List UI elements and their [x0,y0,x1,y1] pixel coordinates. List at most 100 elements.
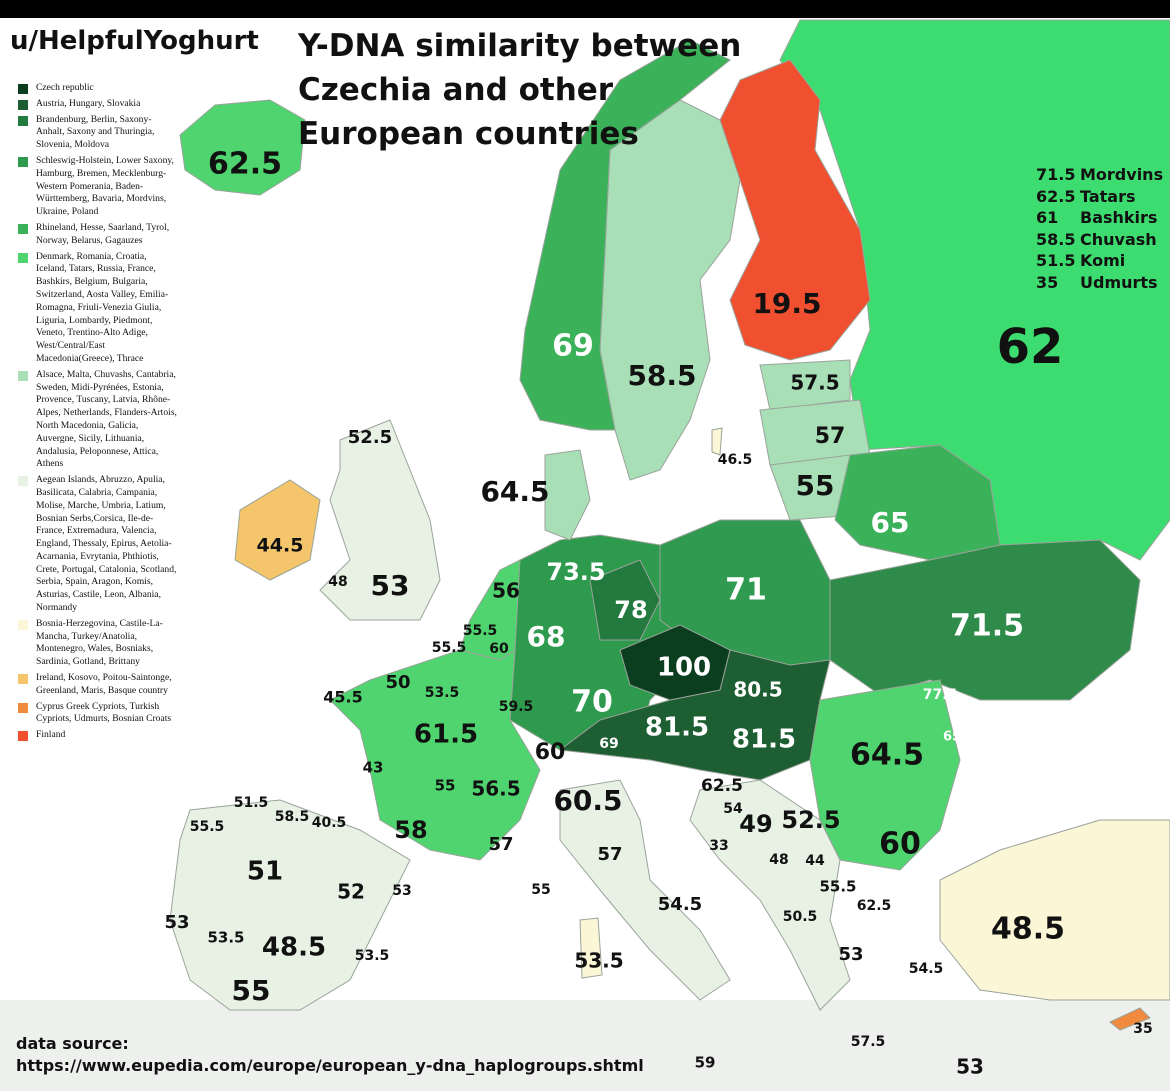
region-value: 58.5 [275,809,310,825]
top-bar [0,0,1170,18]
legend-item: Aegean Islands, Abruzzo, Apulia, Basilic… [18,474,178,615]
gotland [711,427,723,456]
region-value: 59 [695,1054,716,1072]
region-value: 60 [879,827,921,862]
legend-label: Denmark, Romania, Croatia, Iceland, Tata… [36,250,169,364]
region-value: 65 [943,730,961,745]
legend-label: Aegean Islands, Abruzzo, Apulia, Basilic… [36,474,177,614]
region-value: 49 [739,810,772,838]
source-label: data source: [16,1034,129,1053]
region-value: 53.5 [355,948,390,964]
legend-swatch [18,476,28,487]
legend-label: Rhineland, Hesse, Saarland, Tyrol, Norwa… [36,221,170,246]
region-value: 57 [488,834,513,855]
legend-label: Brandenburg, Berlin, Saxony-Anhalt, Saxo… [36,113,155,151]
region-value: 81.5 [645,713,709,743]
region-value: 55 [232,974,271,1007]
legend-swatch [18,370,28,381]
britain [319,419,441,621]
region-value: 53 [371,569,410,602]
inset-name: Tatars [1080,186,1136,206]
author: u/HelpfulYoghurt [10,26,259,56]
region-value: 44 [805,853,825,869]
region-value: 64.5 [850,738,924,773]
region-value: 51.5 [234,795,269,811]
region-value: 48 [769,852,788,868]
source: data source: https://www.eupedia.com/eur… [16,1033,644,1077]
region-value: 56.5 [471,777,520,801]
region-value: 48 [328,574,347,590]
denmark [544,449,591,541]
region-value: 45.5 [323,688,362,707]
legend-label: Czech republic [36,82,94,93]
ukraine [829,539,1141,701]
estonia [759,359,851,411]
region-value: 54 [723,801,743,817]
region-value: 62.5 [857,898,892,914]
region-value: 80.5 [733,678,782,702]
legend-swatch [18,99,28,110]
saxony [589,559,661,641]
region-value: 43 [363,759,384,777]
region-value: 57 [597,844,622,865]
legend-item: Denmark, Romania, Croatia, Iceland, Tata… [18,251,178,366]
inset-value: 71.5 [1036,165,1076,184]
legend-item: Ireland, Kosovo, Poitou-Saintonge, Green… [18,672,178,698]
ireland [234,479,321,581]
inset-name: Mordvins [1080,165,1164,184]
region-value: 64.5 [480,475,549,508]
legend-item: Czech republic [18,82,178,95]
france [329,649,541,861]
legend-swatch [18,674,28,685]
inset-row: 61 Bashkirs [1036,208,1163,230]
region-value: 62.5 [701,776,743,796]
iberia [169,799,411,1011]
legend-label: Ireland, Kosovo, Poitou-Saintonge, Green… [36,672,172,696]
region-value: 48.5 [262,933,326,963]
legend-swatch [18,619,28,630]
region-value: 55 [531,882,550,898]
region-value: 57.5 [851,1034,886,1050]
region-value: 55.5 [819,878,856,896]
region-value: 78 [665,765,690,786]
region-value: 54.5 [909,961,944,977]
region-value: 65 [871,506,910,539]
legend-item: Rhineland, Hesse, Saarland, Tyrol, Norwa… [18,222,178,248]
inset-name: Komi [1080,251,1126,271]
legend-item: Austria, Hungary, Slovakia [18,98,178,111]
legend-swatch [18,156,28,167]
region-value: 68 [527,620,566,653]
legend-label: Cyprus Greek Cypriots, Turkish Cypriots,… [36,700,172,725]
region-value: 46.5 [718,452,753,468]
inset-name: Bashkirs [1080,208,1158,228]
region-value: 19.5 [752,287,821,320]
legend-label: Alsace, Malta, Chuvashs, Cantabria, Swed… [36,368,177,470]
region-value: 55.5 [432,640,467,656]
region-value: 59.5 [499,699,534,715]
inset-value: 58.5 [1036,229,1076,249]
legend-swatch [18,702,28,713]
region-value: 77.5 [923,687,958,703]
region-value: 55.5 [463,623,498,639]
balkans [689,779,851,1011]
region-value: 69 [552,329,594,364]
region-value: 51 [247,857,283,887]
region-value: 71.5 [950,609,1024,644]
inset-row: 51.5 Komi [1036,251,1163,273]
region-value: 55 [435,777,456,795]
region-value: 35 [1133,1021,1152,1037]
region-value: 40.5 [312,815,347,831]
region-value: 55.5 [190,819,225,835]
inset-list: 71.5 Mordvins 62.5 Tatars 61 Bashkirs 58.5 Chuv… [1036,165,1163,295]
source-url: https://www.eupedia.com/europe/european_… [16,1056,644,1075]
region-value: 81.5 [732,725,796,755]
legend-label: Schleswig-Holstein, Lower Saxony, Hambur… [36,154,174,218]
region-value: 50 [385,672,410,693]
region-value: 60.5 [553,784,622,817]
legend-item: Schleswig-Holstein, Lower Saxony, Hambur… [18,155,178,219]
legend-item: Alsace, Malta, Chuvashs, Cantabria, Swed… [18,369,178,471]
regions [169,19,1170,1031]
region-value: 70 [571,685,613,720]
czechia [619,624,731,701]
